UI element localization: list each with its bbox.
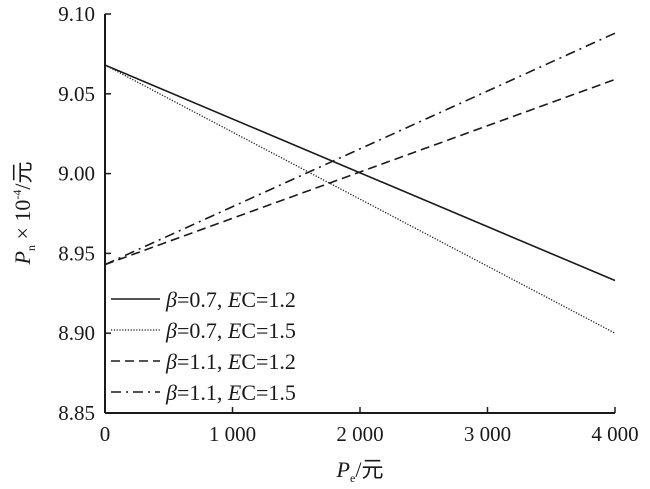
legend-label-part: =1.1, — [177, 349, 228, 374]
legend: β=0.7, EC=1.2β=0.7, EC=1.5β=1.1, EC=1.2β… — [111, 287, 296, 405]
x-tick-label: 0 — [100, 422, 111, 446]
y-tick-label: 8.90 — [58, 321, 95, 345]
series-line-dashdot — [104, 32, 616, 266]
series-lines — [104, 32, 616, 334]
legend-label-part: C=1.5 — [241, 380, 296, 405]
series-line-dashed — [104, 78, 616, 266]
legend-label-part: β — [165, 287, 177, 312]
y-tick-label: 8.95 — [58, 241, 95, 265]
legend-label: β=1.1, EC=1.5 — [165, 380, 296, 405]
legend-label: β=1.1, EC=1.2 — [165, 349, 296, 374]
y-tick-label: 9.10 — [58, 2, 95, 26]
legend-label-part: E — [227, 287, 242, 312]
legend-label-part: =0.7, — [177, 287, 228, 312]
legend-label-part: C=1.2 — [241, 349, 296, 374]
x-tick-label: 3 000 — [464, 422, 511, 446]
legend-label-part: =0.7, — [177, 318, 228, 343]
legend-label-part: =1.1, — [177, 380, 228, 405]
legend-label-part: C=1.5 — [241, 318, 296, 343]
legend-label: β=0.7, EC=1.5 — [165, 318, 296, 343]
legend-label-part: C=1.2 — [241, 287, 296, 312]
legend-label-part: E — [227, 380, 242, 405]
legend-label-part: β — [165, 380, 177, 405]
legend-label-part: E — [227, 349, 242, 374]
x-tick-label: 2 000 — [336, 422, 383, 446]
y-tick-label: 8.85 — [58, 401, 95, 425]
legend-label: β=0.7, EC=1.2 — [165, 287, 296, 312]
series-line-dotted — [104, 64, 616, 334]
legend-label-part: β — [165, 318, 177, 343]
axes: 8.85 8.90 8.95 9.00 9.05 9.10 0 1 000 2 000 3 000… — [58, 2, 638, 446]
x-axis-label: Pe/元 — [336, 457, 384, 485]
y-axis-label: Pn × 10-4/元 — [10, 162, 38, 266]
legend-label-part: E — [227, 318, 242, 343]
x-tick-label: 1 000 — [209, 422, 256, 446]
x-tick-label: 4 000 — [591, 422, 638, 446]
y-tick-label: 9.05 — [58, 82, 95, 106]
y-tick-label: 9.00 — [58, 162, 95, 186]
legend-label-part: β — [165, 349, 177, 374]
